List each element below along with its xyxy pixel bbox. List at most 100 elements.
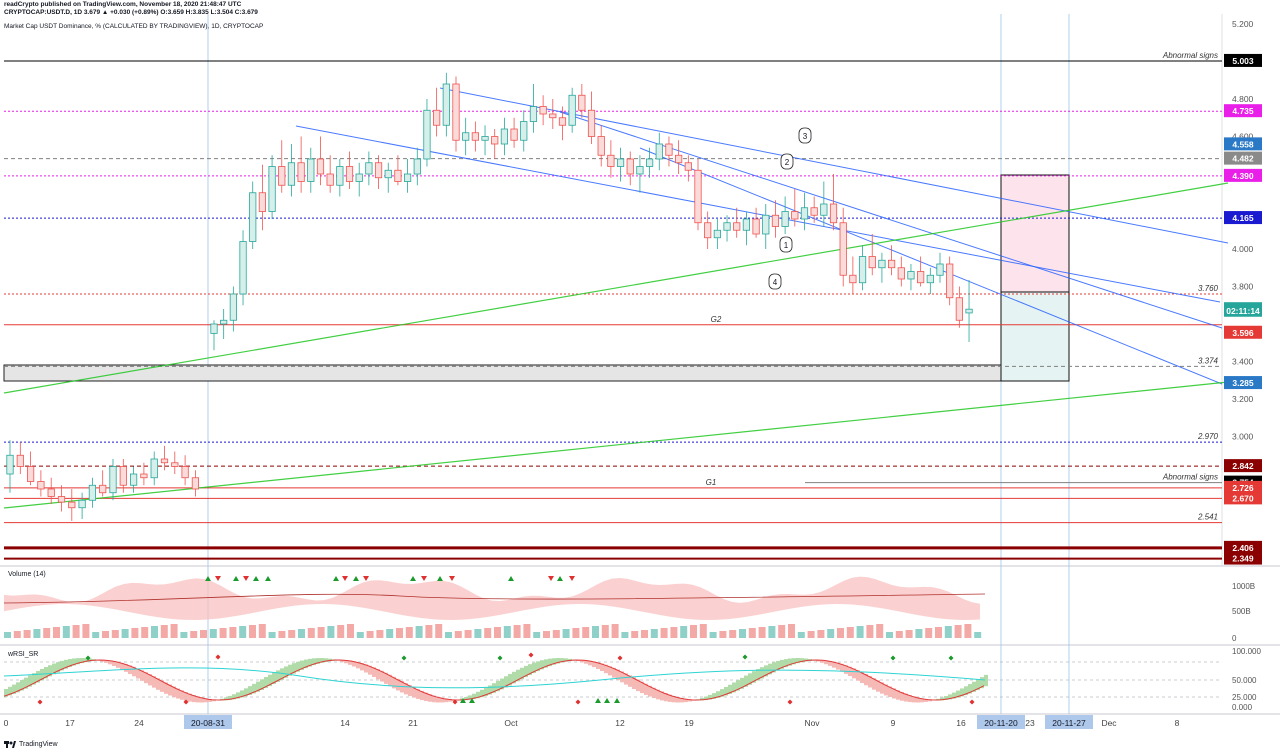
- rsi-ribbon: [44, 667, 48, 679]
- rsi-ribbon: [200, 697, 204, 703]
- price-label: 2.670: [1224, 491, 1262, 505]
- candle-body: [955, 297, 963, 321]
- volume-bar: [249, 625, 256, 638]
- rsi-ribbon: [348, 660, 352, 665]
- time-tick-label: 8: [1175, 718, 1180, 728]
- trendline: [295, 125, 1221, 303]
- volume-bar: [533, 632, 541, 638]
- rsi-ribbon: [184, 692, 188, 701]
- volume-bar: [209, 629, 217, 638]
- volume-tick-label: 1000B: [1232, 582, 1255, 591]
- candle-body: [365, 162, 373, 175]
- buy-marker-icon: [508, 576, 514, 581]
- time-label-bg: [977, 715, 1025, 729]
- price-label-bg: [1224, 376, 1262, 390]
- rsi-ribbon: [668, 694, 672, 702]
- volume-bar: [180, 632, 188, 638]
- trendline: [3, 381, 1229, 509]
- time-tick-label: 17: [65, 718, 75, 728]
- rsi-ribbon: [732, 682, 736, 693]
- volume-bar: [454, 631, 462, 638]
- candle-body: [868, 256, 876, 269]
- rsi-buy-marker-icon: [595, 698, 601, 703]
- price-label: 2.349: [1224, 551, 1262, 565]
- volume-bar: [190, 631, 198, 638]
- rsi-ribbon: [116, 661, 120, 668]
- candle-body: [646, 158, 654, 167]
- volume-bar: [817, 630, 825, 638]
- volume-bar: [415, 626, 423, 638]
- rsi-ribbon: [664, 693, 668, 702]
- volume-bar: [543, 631, 550, 638]
- callout-box: [779, 236, 793, 253]
- rsi-ribbon: [100, 660, 104, 662]
- candle-body: [191, 477, 199, 490]
- rsi-avg-line: [3, 667, 986, 689]
- rsi-ribbon: [384, 672, 388, 684]
- rsi-ribbon: [596, 662, 600, 669]
- time-tick-label: 0: [4, 718, 9, 728]
- price-label-text: 2.726: [1232, 483, 1254, 493]
- rsi-ribbon: [12, 684, 16, 694]
- rsi-ribbon: [680, 698, 684, 703]
- time-label-bg: [184, 715, 232, 729]
- rsi-ribbon: [628, 675, 632, 687]
- rsi-ribbon: [576, 660, 580, 662]
- volume-bar: [729, 630, 737, 638]
- candle-body: [539, 106, 547, 115]
- volume-bar: [650, 629, 658, 638]
- candle-body: [549, 113, 557, 119]
- rsi-ribbon: [496, 680, 500, 692]
- rsi-ribbon: [536, 661, 540, 672]
- callout-box: [768, 273, 782, 290]
- candle-body: [220, 319, 228, 325]
- volume-bar: [258, 624, 266, 638]
- price-label-text: 2.842: [1232, 461, 1254, 471]
- rsi-buy-marker-icon: [614, 698, 620, 703]
- volume-bar: [376, 630, 384, 638]
- candle-body: [150, 458, 158, 479]
- footer: TradingView: [4, 740, 58, 748]
- rsi-ribbon: [608, 666, 612, 676]
- rsi-ribbon: [52, 663, 56, 675]
- volume-bar: [82, 624, 90, 638]
- volume-title: Volume (14): [8, 571, 46, 578]
- rsi-ribbon: [860, 671, 864, 684]
- volume-bar: [43, 628, 51, 638]
- level-label: 2.970: [1197, 432, 1219, 441]
- rsi-ribbon: [424, 692, 428, 702]
- rsi-ribbon: [820, 660, 824, 663]
- candle-body: [655, 143, 663, 160]
- rsi-ribbon: [296, 661, 300, 672]
- sell-marker-icon: [449, 576, 455, 581]
- candle-body: [858, 256, 867, 284]
- rsi-sell-dot-icon: [452, 699, 458, 705]
- time-label-highlight: 20-11-20: [977, 715, 1025, 729]
- publish-line: readCrypto published on TradingView.com,…: [4, 1, 242, 8]
- volume-bar: [837, 628, 844, 638]
- rsi-ribbon: [64, 659, 68, 669]
- rsi-ribbon: [636, 679, 640, 692]
- candle-body: [723, 222, 731, 231]
- rsi-ribbon: [648, 685, 652, 697]
- candle-body: [316, 158, 325, 175]
- rsi-ribbon: [32, 673, 36, 685]
- candle-body: [433, 109, 441, 126]
- callout-box: [798, 127, 812, 144]
- rsi-ribbon: [520, 667, 524, 680]
- rsi-ribbon: [268, 674, 272, 687]
- rsi-ribbon: [752, 671, 756, 683]
- rsi-ribbon: [592, 661, 596, 668]
- rsi-ribbon: [192, 695, 196, 703]
- rsi-ribbon: [920, 698, 924, 703]
- candle-body: [684, 162, 692, 171]
- price-tick-label: 4.000: [1232, 244, 1254, 254]
- volume-bar: [905, 630, 913, 638]
- buy-marker-icon: [353, 576, 359, 581]
- rsi-ribbon: [436, 696, 440, 703]
- rsi-ribbon: [836, 662, 840, 670]
- rsi-ribbon: [256, 681, 260, 692]
- candle-body: [471, 132, 479, 141]
- buy-marker-icon: [410, 576, 416, 581]
